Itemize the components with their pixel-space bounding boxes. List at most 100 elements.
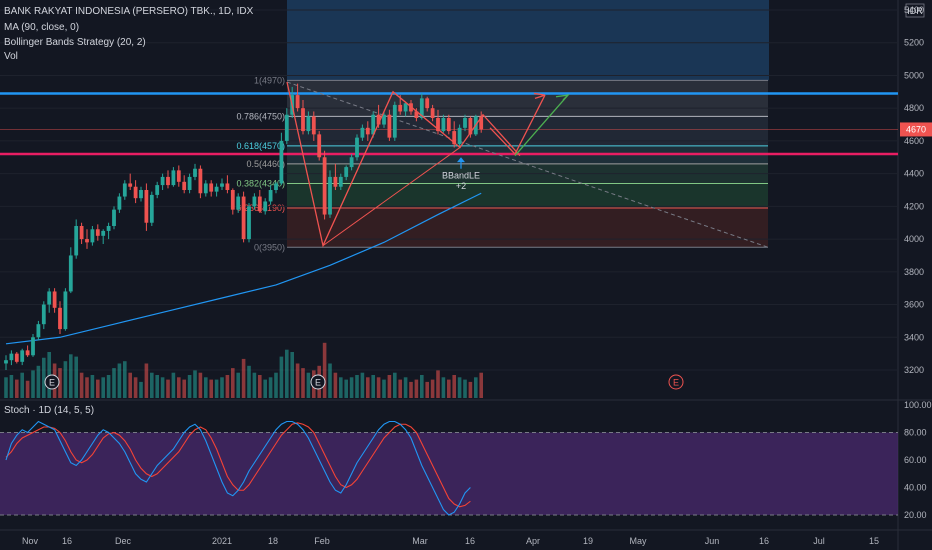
candle-body bbox=[149, 194, 154, 223]
candle-body bbox=[419, 98, 424, 118]
volume-bar bbox=[452, 375, 456, 398]
candle-body bbox=[128, 183, 133, 187]
x-tick-label: 16 bbox=[62, 536, 72, 546]
candle-body bbox=[349, 157, 354, 168]
candle-body bbox=[452, 131, 457, 145]
volume-bar bbox=[182, 379, 186, 398]
volume-bar bbox=[160, 377, 165, 398]
volume-bar bbox=[425, 381, 429, 398]
signal-count: +2 bbox=[456, 181, 466, 191]
stoch-tick-label: 20.00 bbox=[904, 510, 927, 520]
currency-label: IDR bbox=[907, 6, 923, 16]
candle-body bbox=[398, 104, 403, 112]
earnings-marker bbox=[310, 374, 326, 390]
fib-label-0.786: 0.786(4750) bbox=[236, 111, 285, 121]
candle-body bbox=[117, 196, 122, 210]
x-tick-label: 2021 bbox=[212, 536, 232, 546]
x-tick-label: 16 bbox=[465, 536, 475, 546]
candle-body bbox=[63, 291, 68, 330]
volume-bar bbox=[101, 377, 105, 398]
candle-body bbox=[403, 103, 408, 112]
candle-body bbox=[58, 307, 62, 330]
volume-bar bbox=[42, 357, 46, 398]
projection-arrowhead-green bbox=[555, 94, 570, 101]
candle-body bbox=[155, 185, 160, 195]
x-tick-label: 15 bbox=[869, 536, 879, 546]
candle-body bbox=[425, 98, 430, 109]
indicator-bollinger[interactable]: Bollinger Bands Strategy (20, 2) bbox=[4, 37, 146, 48]
candle-body bbox=[457, 127, 462, 145]
volume-bar bbox=[106, 375, 111, 398]
candle-body bbox=[360, 127, 365, 138]
stoch-tick-label: 60.00 bbox=[904, 455, 927, 465]
x-tick-label: Feb bbox=[314, 536, 330, 546]
projection-arrow-green bbox=[514, 94, 569, 157]
volume-bar bbox=[295, 363, 300, 398]
fib-label-0.382: 0.382(4340) bbox=[236, 178, 285, 188]
volume-bar bbox=[258, 375, 262, 398]
candle-body bbox=[274, 183, 278, 190]
volume-bar bbox=[366, 377, 370, 398]
volume-bar bbox=[376, 377, 381, 398]
candle-body bbox=[468, 118, 473, 135]
candle-body bbox=[90, 229, 95, 243]
volume-bar bbox=[420, 375, 424, 398]
candle-body bbox=[230, 190, 235, 210]
stoch-tick-label: 100.00 bbox=[904, 400, 932, 410]
candle-body bbox=[436, 118, 440, 132]
candle-body bbox=[414, 111, 419, 118]
candle-body bbox=[4, 360, 8, 364]
volume-bar bbox=[112, 368, 116, 398]
ma90-line bbox=[5, 192, 482, 345]
candle-body bbox=[268, 190, 273, 202]
candle-body bbox=[441, 118, 446, 132]
indicator-volume[interactable]: Vol bbox=[4, 51, 18, 62]
y-tick-label: 5400 bbox=[904, 5, 924, 15]
candle-body bbox=[176, 170, 181, 182]
candle-body bbox=[247, 206, 251, 240]
candle-body bbox=[344, 167, 349, 177]
x-tick-label: Dec bbox=[115, 536, 132, 546]
candle-body bbox=[101, 230, 106, 236]
indicator-ma[interactable]: MA (90, close, 0) bbox=[4, 22, 80, 33]
x-tick-label: 19 bbox=[583, 536, 593, 546]
x-tick-label: 18 bbox=[268, 536, 278, 546]
volume-bar bbox=[241, 358, 246, 398]
current-price-tag bbox=[900, 122, 932, 137]
candle-body bbox=[214, 186, 219, 192]
candle-body bbox=[236, 196, 241, 210]
volume-bar bbox=[177, 377, 181, 398]
x-tick-label: Nov bbox=[22, 536, 39, 546]
volume-bar bbox=[479, 372, 483, 398]
volume-bar bbox=[123, 361, 127, 398]
volume-bar bbox=[322, 342, 327, 398]
y-tick-label: 4200 bbox=[904, 201, 924, 211]
candle-body bbox=[365, 127, 370, 135]
volume-bar bbox=[36, 365, 41, 398]
volume-bar bbox=[117, 363, 122, 398]
volume-bar bbox=[430, 379, 435, 398]
volume-bar bbox=[9, 375, 14, 398]
x-tick-label: Mar bbox=[412, 536, 428, 546]
earnings-marker bbox=[668, 374, 684, 390]
volume-bar bbox=[333, 372, 338, 398]
candle-body bbox=[295, 95, 300, 109]
volume-bar bbox=[301, 368, 305, 398]
projection-arrowhead-red bbox=[533, 92, 546, 99]
volume-bar bbox=[339, 377, 343, 398]
projection-arrow-red bbox=[489, 94, 546, 156]
volume-bar bbox=[198, 372, 203, 398]
candle-body bbox=[430, 108, 435, 118]
volume-bar bbox=[220, 377, 224, 398]
volume-bar bbox=[268, 377, 273, 398]
volume-bar bbox=[463, 379, 467, 398]
earnings-marker-label: E bbox=[315, 378, 321, 388]
candle-body bbox=[317, 134, 322, 158]
stoch-title[interactable]: Stoch · 1D (14, 5, 5) bbox=[4, 405, 95, 416]
candle-body bbox=[47, 291, 52, 305]
volume-bar bbox=[409, 381, 413, 398]
candle-body bbox=[338, 176, 343, 187]
candle-body bbox=[36, 324, 41, 338]
candle-body bbox=[139, 190, 143, 199]
